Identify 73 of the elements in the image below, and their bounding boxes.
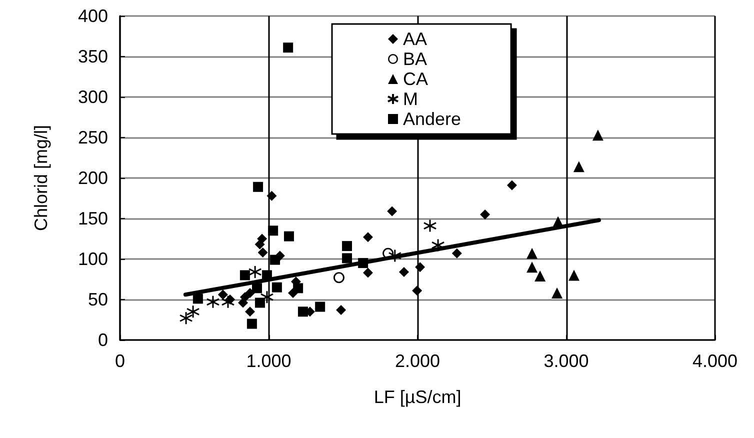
legend-label: Andere (403, 109, 462, 129)
x-axis-title: LF [µS/cm] (374, 387, 462, 407)
point (186, 304, 200, 318)
point (245, 306, 256, 317)
point (206, 295, 220, 309)
point (452, 248, 462, 258)
point (342, 241, 352, 252)
y-tick-label: 200 (78, 168, 108, 188)
point (284, 231, 294, 242)
y-axis-title: Chlorid [mg/l] (31, 124, 51, 232)
point (342, 253, 352, 264)
point (238, 298, 248, 308)
y-tick-label: 250 (78, 128, 108, 148)
point (506, 180, 517, 190)
point (268, 226, 278, 236)
point (552, 288, 563, 299)
legend-label: M (403, 89, 418, 109)
point (423, 219, 437, 233)
point (480, 209, 490, 220)
point (262, 270, 272, 280)
point (246, 318, 257, 329)
point (336, 305, 346, 316)
point (362, 232, 373, 242)
legend-label: CA (403, 69, 428, 89)
point (257, 234, 268, 244)
y-tick-label: 150 (78, 208, 108, 228)
point (253, 182, 264, 192)
point (258, 248, 268, 258)
point (412, 286, 422, 296)
y-tick-label: 400 (78, 6, 108, 26)
point (358, 258, 368, 268)
x-tick-label: 0 (114, 351, 126, 371)
point (552, 216, 564, 228)
point (179, 311, 193, 325)
point (283, 42, 294, 53)
y-tick-label: 100 (78, 249, 108, 269)
point (431, 238, 445, 252)
point (221, 295, 235, 309)
point (266, 190, 277, 201)
point (333, 272, 344, 284)
point (240, 270, 250, 280)
x-tick-label: 2.000 (394, 351, 440, 371)
point (254, 298, 265, 308)
x-tick-label: 4.000 (692, 351, 738, 371)
point (592, 130, 604, 141)
y-tick-label: 50 (88, 290, 108, 310)
point (362, 268, 373, 278)
legend-label: BA (403, 49, 428, 69)
point (218, 290, 228, 300)
point (272, 282, 282, 292)
point (315, 302, 326, 312)
y-tick-label: 0 (98, 330, 108, 350)
point (573, 161, 584, 172)
point (298, 306, 308, 317)
y-tick-label: 300 (78, 87, 108, 107)
point (252, 283, 262, 294)
point (260, 290, 274, 304)
point (526, 248, 538, 259)
point (526, 262, 538, 273)
point (398, 266, 409, 277)
point (192, 294, 203, 304)
point (388, 249, 402, 263)
point (270, 254, 280, 265)
legend-label: AA (403, 29, 428, 49)
x-tick-label: 3.000 (544, 351, 589, 371)
y-tick-label: 350 (78, 46, 108, 66)
point (568, 270, 580, 281)
point (293, 283, 304, 294)
point (248, 265, 262, 279)
x-tick-label: 1.000 (246, 351, 292, 371)
point (534, 270, 546, 282)
point (387, 206, 398, 216)
point (415, 262, 426, 272)
